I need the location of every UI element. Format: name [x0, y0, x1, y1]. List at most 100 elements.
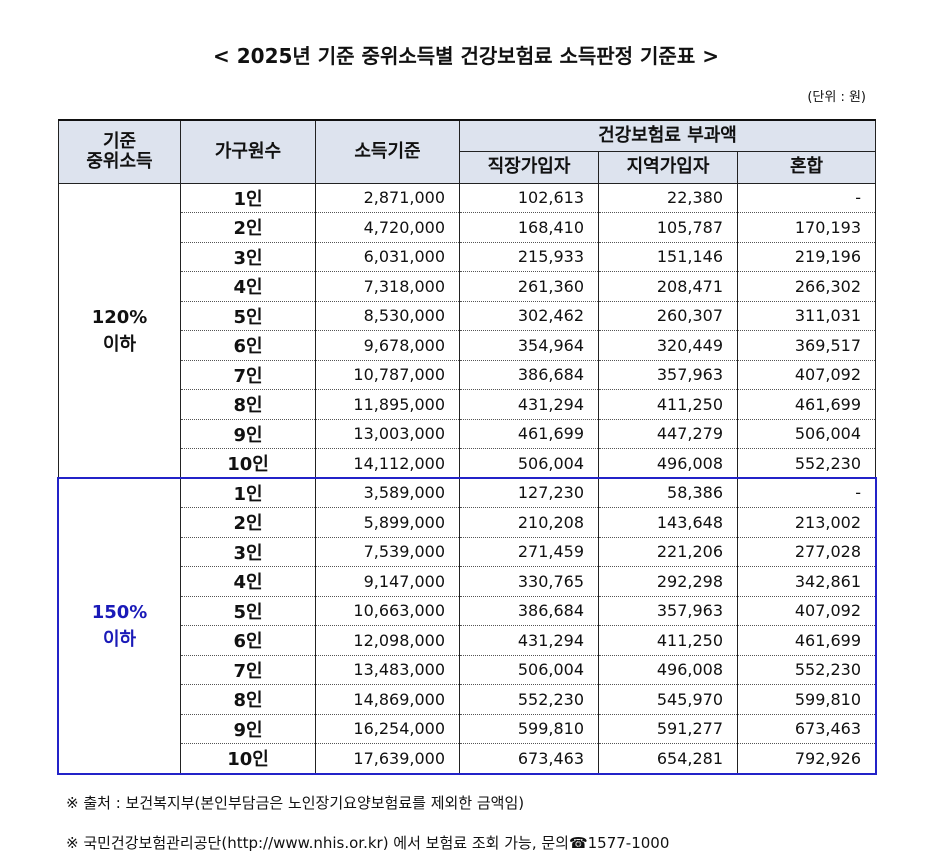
table-row: 5인 10,663,000 386,684 357,963 407,092 — [59, 596, 876, 626]
household-cell: 4인 — [180, 566, 316, 597]
household-cell: 1인 — [180, 183, 316, 213]
amount-cell: 302,462 — [459, 301, 599, 331]
amount-cell: 277,028 — [737, 537, 876, 567]
amount-cell: 7,318,000 — [315, 271, 460, 302]
amount-cell: 208,471 — [598, 271, 738, 302]
table-row: 3인 6,031,000 215,933 151,146 219,196 — [59, 242, 876, 272]
amount-cell: 102,613 — [459, 183, 599, 213]
footnote: ※ 출처 : 보건복지부(본인부담금은 노인장기요양보험료를 제외한 금액임) — [66, 794, 525, 812]
table-row: 6인 12,098,000 431,294 411,250 461,699 — [59, 625, 876, 656]
group-label: 150% 이하 — [58, 478, 181, 774]
amount-cell: 127,230 — [459, 478, 599, 508]
amount-cell: 599,810 — [459, 714, 599, 744]
household-cell: 2인 — [180, 212, 316, 243]
amount-cell: 407,092 — [737, 360, 876, 390]
amount-cell: 792,926 — [737, 743, 876, 774]
amount-cell: 168,410 — [459, 212, 599, 243]
table-row: 8인 11,895,000 431,294 411,250 461,699 — [59, 389, 876, 420]
amount-cell: 22,380 — [598, 183, 738, 213]
head-cell: 지역가입자 — [598, 150, 738, 184]
household-cell: 7인 — [180, 655, 316, 685]
amount-cell: 143,648 — [598, 507, 738, 538]
household-cell: 6인 — [180, 625, 316, 656]
head-cell: 가구원수 — [180, 119, 316, 184]
row-group: 150% 이하 1인 3,589,000 127,230 58,386-2인 5,899,0… — [58, 478, 876, 774]
household-cell: 1인 — [180, 478, 316, 508]
amount-cell: 461,699 — [737, 625, 876, 656]
household-cell: 3인 — [180, 537, 316, 567]
household-cell: 9인 — [180, 714, 316, 744]
footnote: ※ 국민건강보험관리공단(http://www.nhis.or.kr) 에서 보… — [66, 834, 670, 852]
amount-cell: 260,307 — [598, 301, 738, 331]
amount-cell: 673,463 — [459, 743, 599, 774]
cell-line: 중위소득 — [86, 150, 153, 172]
amount-cell: 411,250 — [598, 625, 738, 656]
amount-cell: 266,302 — [737, 271, 876, 302]
amount-cell: 552,230 — [459, 684, 599, 715]
table-row: 8인 14,869,000 552,230 545,970 599,810 — [59, 684, 876, 715]
amount-cell: 386,684 — [459, 360, 599, 390]
amount-cell: 461,699 — [459, 419, 599, 449]
amount-cell: 431,294 — [459, 625, 599, 656]
table-row: 150% 이하 1인 3,589,000 127,230 58,386- — [58, 478, 876, 774]
table-row: 7인 10,787,000 386,684 357,963 407,092 — [59, 360, 876, 390]
row-group: 120% 이하 1인 2,871,000 102,613 22,380-2인 4,720,0… — [58, 183, 876, 479]
table-row: 2인 4,720,000 168,410 105,787 170,193 — [59, 212, 876, 243]
amount-cell: 407,092 — [737, 596, 876, 626]
table-row: 9인 13,003,000 461,699 447,279 506,004 — [59, 419, 876, 449]
cell-line: 이하 — [102, 333, 137, 355]
table-row: 10인 17,639,000 673,463 654,281 792,926 — [59, 743, 876, 774]
head-row: 기준 중위소득 가구원수 소득기준 건강보험료 부과액 — [58, 119, 876, 184]
amount-cell: 6,031,000 — [315, 242, 460, 272]
head-cell: 직장가입자 — [459, 150, 599, 184]
amount-cell: 8,530,000 — [315, 301, 460, 331]
amount-cell: 506,004 — [737, 419, 876, 449]
amount-cell: 320,449 — [598, 330, 738, 361]
cell-line: 기준 — [102, 130, 137, 152]
table-row: 9인 16,254,000 599,810 591,277 673,463 — [59, 714, 876, 744]
amount-cell: 11,895,000 — [315, 389, 460, 420]
household-cell: 10인 — [180, 743, 316, 774]
household-cell: 9인 — [180, 419, 316, 449]
household-cell: 5인 — [180, 301, 316, 331]
table-row: 4인 9,147,000 330,765 292,298 342,861 — [59, 566, 876, 597]
head-row: 직장가입자 지역가입자 혼합 — [59, 150, 876, 184]
amount-cell: 213,002 — [737, 507, 876, 538]
unit-note: (단위 : 원) — [807, 90, 866, 105]
amount-cell: 14,112,000 — [315, 448, 460, 479]
table-row: 2인 5,899,000 210,208 143,648 213,002 — [59, 507, 876, 538]
household-cell: 10인 — [180, 448, 316, 479]
household-cell: 4인 — [180, 271, 316, 302]
amount-cell: - — [737, 478, 876, 508]
amount-cell: 13,483,000 — [315, 655, 460, 685]
amount-cell: 2,871,000 — [315, 183, 460, 213]
head-cell: 기준 중위소득 — [58, 119, 181, 184]
amount-cell: 9,147,000 — [315, 566, 460, 597]
amount-cell: 7,539,000 — [315, 537, 460, 567]
amount-cell: 210,208 — [459, 507, 599, 538]
amount-cell: 219,196 — [737, 242, 876, 272]
amount-cell: 9,678,000 — [315, 330, 460, 361]
amount-cell: 342,861 — [737, 566, 876, 597]
title: < 2025년 기준 중위소득별 건강보험료 소득판정 기준표 > — [213, 44, 719, 68]
household-cell: 3인 — [180, 242, 316, 272]
amount-cell: 12,098,000 — [315, 625, 460, 656]
amount-cell: 311,031 — [737, 301, 876, 331]
amount-cell: 496,008 — [598, 448, 738, 479]
amount-cell: - — [737, 183, 876, 213]
amount-cell: 58,386 — [598, 478, 738, 508]
table-row: 3인 7,539,000 271,459 221,206 277,028 — [59, 537, 876, 567]
household-cell: 8인 — [180, 389, 316, 420]
amount-cell: 221,206 — [598, 537, 738, 567]
amount-cell: 105,787 — [598, 212, 738, 243]
amount-cell: 545,970 — [598, 684, 738, 715]
amount-cell: 14,869,000 — [315, 684, 460, 715]
amount-cell: 5,899,000 — [315, 507, 460, 538]
amount-cell: 170,193 — [737, 212, 876, 243]
table-head: 기준 중위소득 가구원수 소득기준 건강보험료 부과액 직장가입자 지역가입자 혼합 — [58, 119, 876, 184]
amount-cell: 13,003,000 — [315, 419, 460, 449]
head-cell: 건강보험료 부과액 — [459, 119, 876, 152]
amount-cell: 673,463 — [737, 714, 876, 744]
amount-cell: 654,281 — [598, 743, 738, 774]
household-cell: 5인 — [180, 596, 316, 626]
